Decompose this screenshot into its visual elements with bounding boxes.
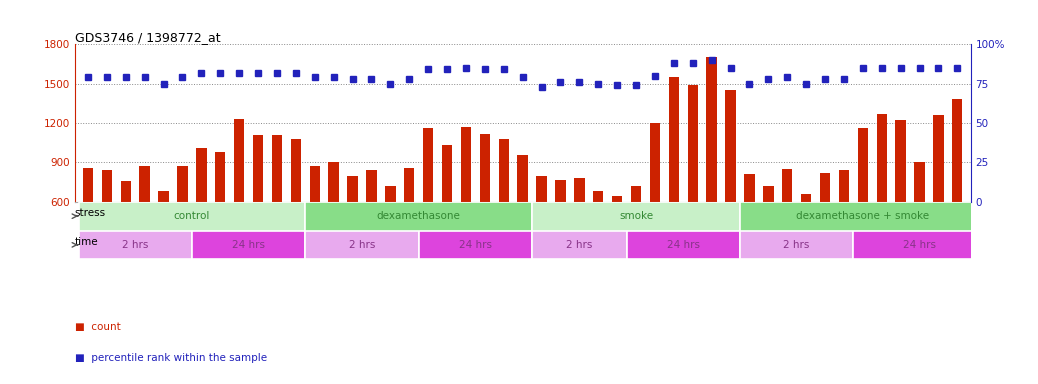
Bar: [385, 186, 395, 202]
Text: ■  count: ■ count: [75, 322, 120, 332]
Bar: [177, 166, 188, 202]
Bar: [839, 170, 849, 202]
Text: dexamethasone: dexamethasone: [377, 211, 461, 221]
Bar: [461, 127, 471, 202]
Bar: [612, 196, 623, 202]
Bar: [442, 146, 453, 202]
Bar: [498, 139, 509, 202]
Bar: [726, 90, 736, 202]
Bar: [366, 170, 377, 202]
Bar: [763, 186, 773, 202]
Bar: [650, 123, 660, 202]
Bar: [532, 202, 740, 230]
Text: 24 hrs: 24 hrs: [459, 240, 492, 250]
Text: stress: stress: [75, 209, 106, 218]
Text: smoke: smoke: [619, 211, 653, 221]
Bar: [480, 134, 490, 202]
Bar: [555, 179, 566, 202]
Bar: [79, 202, 305, 230]
Bar: [876, 114, 886, 202]
Text: 24 hrs: 24 hrs: [666, 240, 700, 250]
Bar: [309, 166, 320, 202]
Bar: [253, 135, 264, 202]
Text: 24 hrs: 24 hrs: [903, 240, 936, 250]
Bar: [631, 186, 641, 202]
Bar: [896, 120, 906, 202]
Text: dexamethasone + smoke: dexamethasone + smoke: [796, 211, 929, 221]
Text: GDS3746 / 1398772_at: GDS3746 / 1398772_at: [75, 31, 220, 44]
Text: time: time: [75, 237, 98, 247]
Bar: [537, 175, 547, 202]
Bar: [192, 230, 305, 259]
Bar: [120, 181, 131, 202]
Bar: [933, 115, 944, 202]
Bar: [234, 119, 244, 202]
Bar: [291, 139, 301, 202]
Bar: [627, 230, 740, 259]
Text: 2 hrs: 2 hrs: [784, 240, 810, 250]
Bar: [744, 174, 755, 202]
Bar: [418, 230, 532, 259]
Bar: [215, 152, 225, 202]
Bar: [196, 148, 207, 202]
Bar: [159, 191, 169, 202]
Bar: [348, 175, 358, 202]
Bar: [517, 154, 528, 202]
Bar: [740, 230, 853, 259]
Text: ■  percentile rank within the sample: ■ percentile rank within the sample: [75, 353, 267, 363]
Bar: [79, 230, 192, 259]
Bar: [687, 85, 698, 202]
Text: 2 hrs: 2 hrs: [566, 240, 593, 250]
Bar: [139, 166, 149, 202]
Text: 24 hrs: 24 hrs: [233, 240, 265, 250]
Bar: [668, 77, 679, 202]
Bar: [857, 128, 868, 202]
Bar: [801, 194, 812, 202]
Bar: [328, 162, 338, 202]
Bar: [853, 230, 986, 259]
Bar: [305, 230, 418, 259]
Bar: [914, 162, 925, 202]
Bar: [83, 168, 93, 202]
Bar: [782, 169, 792, 202]
Bar: [952, 99, 962, 202]
Bar: [532, 230, 627, 259]
Text: 2 hrs: 2 hrs: [122, 240, 148, 250]
Text: control: control: [173, 211, 210, 221]
Bar: [422, 128, 433, 202]
Bar: [593, 191, 603, 202]
Bar: [404, 168, 414, 202]
Bar: [740, 202, 986, 230]
Text: 2 hrs: 2 hrs: [349, 240, 375, 250]
Bar: [707, 57, 717, 202]
Bar: [305, 202, 532, 230]
Bar: [574, 178, 584, 202]
Bar: [820, 173, 830, 202]
Bar: [272, 135, 282, 202]
Bar: [102, 170, 112, 202]
